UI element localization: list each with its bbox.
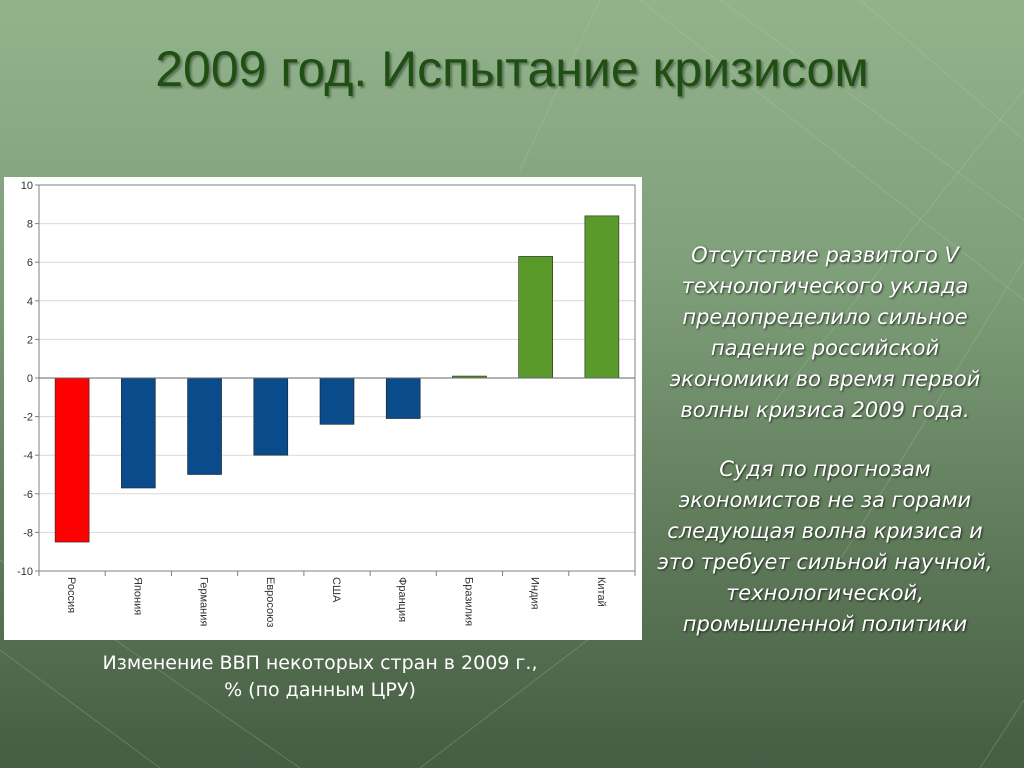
y-tick-label: 6 [27,257,33,269]
y-tick-label: -4 [23,450,33,462]
bar-1 [54,377,90,543]
y-tick-label: 4 [27,296,33,308]
chart-canvas: -10 -8 -6 -4 -2 0 2 4 6 8 10 Россия Япония Германия Ев… [17,180,636,627]
x-category-label: Бразилия [462,577,474,626]
chart-caption: Изменение ВВП некоторых стран в 2009 г.,… [40,650,600,704]
commentary-paragraph-2: Судя по прогнозам экономистов не за гора… [657,457,993,636]
side-commentary: Отсутствие развитого V технологического … [650,240,1000,668]
y-tick-label: -10 [17,566,33,578]
caption-line-2: % (по данным ЦРУ) [224,679,416,701]
x-category-label: Индия [529,577,541,610]
bar-8 [518,256,553,379]
y-tick-label: -2 [23,412,33,424]
x-category-label: Германия [198,577,210,626]
x-category-label: Китай [595,577,607,607]
gdp-bar-chart: -10 -8 -6 -4 -2 0 2 4 6 8 10 Россия Япония Германия Ев… [4,177,642,640]
y-tick-label: -6 [23,489,33,501]
x-category-label: США [330,577,342,603]
x-category-label: Евросоюз [264,577,276,627]
bar-3 [187,377,222,475]
y-tick-label: 10 [21,180,33,192]
x-category-label: Франция [396,577,408,622]
y-tick-label: 8 [27,219,33,231]
y-tick-label: 2 [27,334,33,346]
bar-9 [584,215,620,379]
x-category-label: Россия [65,577,77,613]
x-category-label: Япония [131,577,143,615]
commentary-paragraph-1: Отсутствие развитого V технологического … [669,243,981,422]
slide-title: 2009 год. Испытание кризисом [155,41,869,97]
y-tick-label: -8 [23,527,33,539]
bar-6 [385,377,421,419]
y-tick-label: 0 [27,373,33,385]
bar-4 [253,377,289,456]
bar-5 [319,377,355,425]
bar-2 [121,377,156,489]
caption-line-1: Изменение ВВП некоторых стран в 2009 г., [102,652,538,674]
